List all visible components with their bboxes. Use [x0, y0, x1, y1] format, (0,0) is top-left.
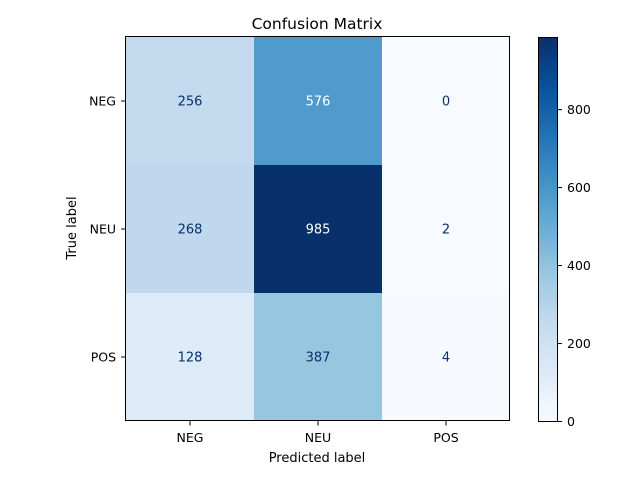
cell-value-label: 2	[442, 223, 450, 238]
heatmap-cell	[254, 293, 382, 421]
cell-value-label: 4	[442, 351, 450, 366]
chart-title: Confusion Matrix	[252, 15, 383, 33]
heatmap-cell	[126, 37, 254, 165]
colorbar-tick-label: 800	[567, 102, 591, 117]
colorbar-tick-label: 200	[567, 336, 591, 351]
x-tick-label: NEG	[177, 430, 204, 445]
cell-value-label: 576	[306, 95, 331, 110]
colorbar-ticks: 0 200 400 600 800	[557, 102, 591, 429]
x-tick-label: POS	[433, 430, 458, 445]
heatmap-cell	[126, 293, 254, 421]
cell-value-label: 256	[178, 95, 203, 110]
heatmap-cell	[254, 165, 382, 293]
y-tick-label: POS	[91, 350, 116, 365]
heatmap-cell	[126, 165, 254, 293]
x-axis-label: Predicted label	[269, 451, 366, 466]
cell-value-label: 268	[178, 223, 203, 238]
heatmap-cell	[382, 293, 510, 421]
y-axis-label: True label	[65, 196, 80, 260]
cell-value-label: 0	[442, 95, 450, 110]
y-tick-label: NEG	[89, 94, 116, 109]
colorbar	[538, 37, 558, 422]
cell-value-label: 985	[306, 223, 331, 238]
y-tick-label: NEU	[90, 222, 116, 237]
cell-value-label: 387	[306, 351, 331, 366]
heatmap-cell	[382, 37, 510, 165]
colorbar-tick-label: 400	[567, 258, 591, 273]
x-axis-ticks: NEG NEU POS	[177, 421, 459, 445]
colorbar-tick-label: 0	[567, 414, 575, 429]
x-tick-label: NEU	[305, 430, 331, 445]
heatmap-cells: 256 576 0 268 985 2 128 387 4	[126, 37, 510, 421]
colorbar-tick-label: 600	[567, 180, 591, 195]
heatmap-cell	[382, 165, 510, 293]
cell-value-label: 128	[178, 351, 203, 366]
y-axis-ticks: NEG NEU POS	[89, 94, 126, 365]
heatmap-cell	[254, 37, 382, 165]
